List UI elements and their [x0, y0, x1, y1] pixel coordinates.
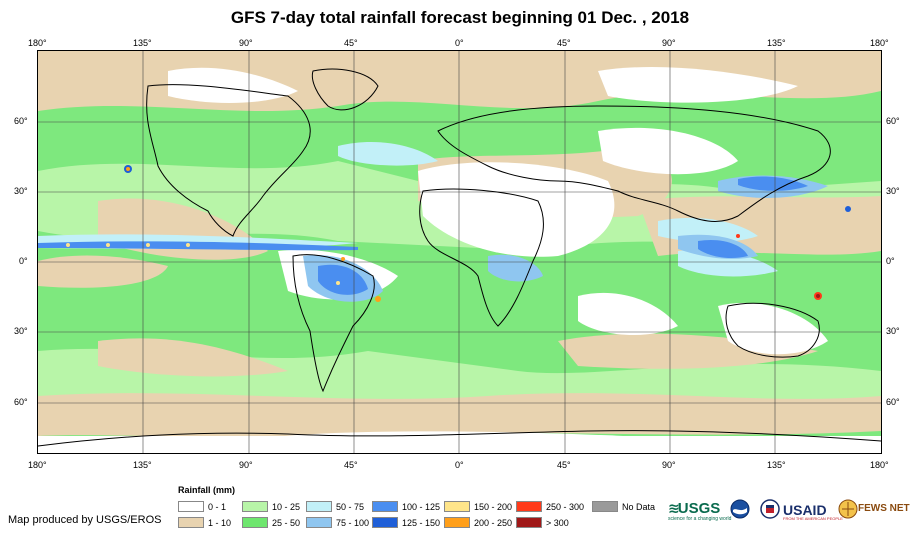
legend-item: 75 - 100 [306, 517, 369, 529]
legend-item: 125 - 150 [372, 517, 440, 529]
lon-label: 90° [239, 460, 253, 470]
map-title: GFS 7-day total rainfall forecast beginn… [230, 8, 690, 27]
lon-label: 180° [28, 460, 47, 470]
noaa-logo [730, 499, 750, 524]
lon-label: 45° [557, 38, 571, 48]
map-credit: Map produced by USGS/EROS [8, 514, 162, 526]
legend-swatch [306, 501, 332, 513]
lat-label: 60° [886, 116, 900, 126]
legend-item: 25 - 50 [242, 517, 300, 529]
legend-swatch [372, 517, 398, 529]
fewsnet-label: FEWS NET [858, 503, 910, 514]
lon-label: 135° [133, 460, 152, 470]
legend-swatch [306, 517, 332, 529]
legend-item: 50 - 75 [306, 501, 364, 513]
lat-label: 60° [14, 116, 28, 126]
legend-item: 1 - 10 [178, 517, 231, 529]
legend-swatch [372, 501, 398, 513]
legend-item: 0 - 1 [178, 501, 226, 513]
legend-item: > 300 [516, 517, 569, 529]
africa-outline [419, 188, 544, 327]
fewsnet-globe-icon [838, 499, 858, 519]
legend-swatch [178, 501, 204, 513]
lon-label: 90° [662, 460, 676, 470]
lon-label: 180° [28, 38, 47, 48]
usaid-tagline: FROM THE AMERICAN PEOPLE [783, 516, 843, 521]
rainfall-hotspots [66, 165, 851, 302]
north-america-outline [146, 84, 311, 237]
lon-label: 90° [239, 38, 253, 48]
lat-label: 30° [14, 186, 28, 196]
lon-label: 45° [557, 460, 571, 470]
greenland-outline [311, 68, 379, 111]
legend-item: 10 - 25 [242, 501, 300, 513]
lon-label: 135° [133, 38, 152, 48]
rainfall-100-125-areas [38, 176, 808, 295]
usgs-logo: ≋USGS [668, 500, 721, 517]
lat-label: 60° [886, 397, 900, 407]
lat-label: 30° [886, 326, 900, 336]
legend-item: No Data [592, 501, 655, 513]
fewsnet-logo [838, 499, 858, 524]
lon-label: 135° [767, 38, 786, 48]
continent-outlines [38, 68, 881, 447]
australia-outline [725, 302, 820, 358]
usaid-logo: USAID [783, 502, 827, 518]
lon-label: 180° [870, 460, 889, 470]
rainfall-map[interactable] [37, 50, 882, 454]
lon-label: 0° [455, 38, 464, 48]
usaid-seal-icon [760, 499, 780, 519]
legend-title: Rainfall (mm) [178, 485, 236, 495]
legend-swatch [516, 517, 542, 529]
legend-swatch [444, 501, 470, 513]
lat-label: 30° [886, 186, 900, 196]
lat-label: 0° [19, 256, 28, 266]
legend-item: 250 - 300 [516, 501, 584, 513]
antarctica-outline [38, 430, 881, 447]
lat-label: 30° [14, 326, 28, 336]
legend-swatch [592, 501, 618, 513]
usaid-seal [760, 499, 780, 524]
eurasia-outline [437, 105, 831, 222]
lon-label: 180° [870, 38, 889, 48]
legend-item: 200 - 250 [444, 517, 512, 529]
legend-swatch [516, 501, 542, 513]
legend-item: 100 - 125 [372, 501, 440, 513]
legend-swatch [242, 501, 268, 513]
lon-label: 135° [767, 460, 786, 470]
legend-swatch [242, 517, 268, 529]
noaa-emblem-icon [730, 499, 750, 519]
lon-label: 45° [344, 38, 358, 48]
legend-swatch [178, 517, 204, 529]
lon-label: 45° [344, 460, 358, 470]
lon-label: 0° [455, 460, 464, 470]
lon-label: 90° [662, 38, 676, 48]
legend-item: 150 - 200 [444, 501, 512, 513]
legend-swatch [444, 517, 470, 529]
usgs-tagline: science for a changing world [668, 516, 732, 522]
lat-label: 0° [886, 256, 895, 266]
lat-label: 60° [14, 397, 28, 407]
south-america-outline [292, 254, 375, 393]
